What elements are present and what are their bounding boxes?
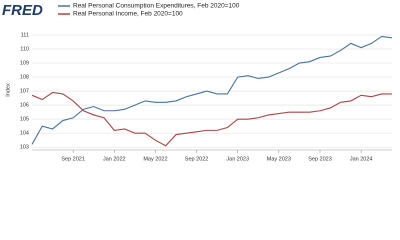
y-tick-label: 111 xyxy=(21,32,29,38)
x-tick-label: Jan 2022 xyxy=(103,156,126,162)
x-tick-label: Jan 2023 xyxy=(226,156,249,162)
y-tick-label: 107 xyxy=(20,89,29,95)
y-tick-label: 109 xyxy=(20,61,29,67)
legend-label: Real Personal Income, Feb 2020=100 xyxy=(73,11,183,18)
chart: FRED Index 103 104 105 106 107 108 109 110 111 Se… xyxy=(2,2,393,162)
x-tick-label: Jan 2024 xyxy=(350,156,373,162)
x-tick-label: May 2023 xyxy=(267,156,291,162)
x-tick-label: Sep 2023 xyxy=(308,156,332,162)
x-tick-label: Sep 2022 xyxy=(185,156,209,162)
y-axis-label: Index xyxy=(5,83,11,97)
y-tick-label: 110 xyxy=(20,46,29,52)
y-tick-label: 105 xyxy=(20,117,29,123)
y-tick-label: 104 xyxy=(20,131,29,137)
series-line xyxy=(31,91,392,147)
x-tick-label: Sep 2021 xyxy=(61,156,85,162)
y-tick-label: 108 xyxy=(20,75,29,81)
logo: FRED xyxy=(2,2,43,19)
series-line xyxy=(31,35,393,145)
x-tick-label: May 2022 xyxy=(143,156,167,162)
y-tick-label: 106 xyxy=(20,103,29,109)
y-tick-label: 103 xyxy=(20,145,29,151)
legend-label: Real Personal Consumption Expenditures, … xyxy=(73,3,240,10)
